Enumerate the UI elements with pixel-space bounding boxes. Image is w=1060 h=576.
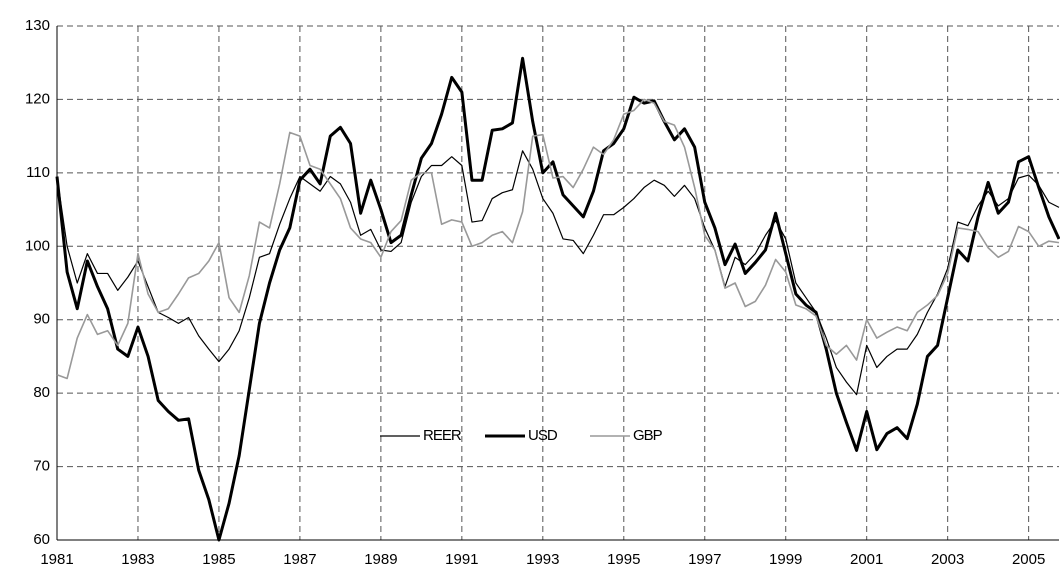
y-tick-label: 110 — [26, 164, 50, 181]
y-tick-label: 90 — [33, 311, 50, 328]
x-tick-label: 1993 — [526, 551, 559, 568]
x-tick-label: 1991 — [445, 551, 478, 568]
x-tick-label: 1987 — [283, 551, 316, 568]
series-line — [56, 150, 1060, 396]
y-tick-label: 100 — [25, 237, 50, 254]
x-tick-label: 1981 — [40, 551, 73, 568]
legend-label: USD — [528, 427, 558, 444]
x-tick-label: 2001 — [850, 551, 883, 568]
y-tick-label: 80 — [33, 384, 50, 401]
x-tick-label: 1999 — [769, 551, 802, 568]
x-tick-label: 1989 — [364, 551, 397, 568]
y-tick-label: 130 — [25, 17, 50, 34]
y-tick-label: 70 — [33, 458, 50, 475]
x-tick-label: 2005 — [1012, 551, 1045, 568]
series-line — [55, 56, 1060, 542]
legend-label: REER — [423, 427, 462, 444]
y-tick-label: 60 — [33, 531, 50, 548]
x-tick-label: 2003 — [931, 551, 964, 568]
legend-label: GBP — [633, 427, 663, 444]
y-tick-label: 120 — [25, 90, 50, 107]
x-tick-label: 1995 — [607, 551, 640, 568]
series-line — [56, 98, 1060, 380]
x-tick-label: 1985 — [202, 551, 235, 568]
x-tick-label: 1997 — [688, 551, 721, 568]
x-tick-label: 1983 — [121, 551, 154, 568]
